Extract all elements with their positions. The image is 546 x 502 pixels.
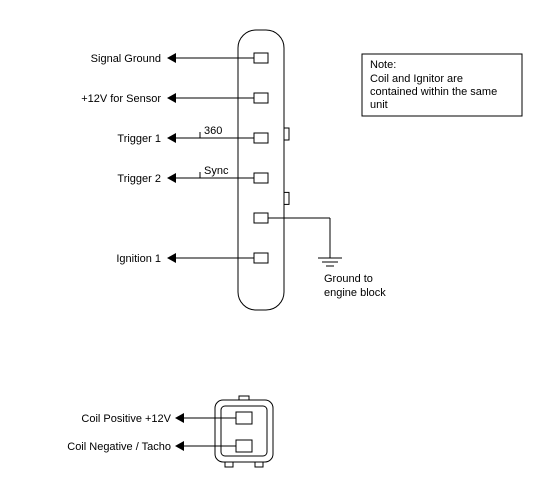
- arrow-head: [167, 173, 176, 183]
- pin-label-5: Ignition 1: [116, 253, 161, 265]
- main-pin-0: [254, 53, 268, 63]
- connector-small-outer: [215, 400, 273, 462]
- connector-small-tab-1: [225, 462, 233, 467]
- arrow-head: [167, 253, 176, 263]
- small-pin-0: [236, 412, 252, 424]
- connector-small-key: [239, 396, 249, 400]
- note-line2: contained within the same: [370, 86, 497, 98]
- pin-label-1: +12V for Sensor: [81, 93, 161, 105]
- main-pin-5: [254, 253, 268, 263]
- mid-label-2: 360: [204, 125, 222, 137]
- main-pin-3: [254, 173, 268, 183]
- pin-label-3: Trigger 2: [117, 173, 161, 185]
- connector-small-tab-2: [255, 462, 263, 467]
- note-line3: unit: [370, 99, 388, 111]
- arrow-head: [167, 93, 176, 103]
- arrow-head: [167, 53, 176, 63]
- note-line1: Coil and Ignitor are: [370, 73, 463, 85]
- mid-label-3: Sync: [204, 165, 229, 177]
- ground-label-2: engine block: [324, 287, 386, 299]
- note-title: Note:: [370, 59, 396, 71]
- connector-small-inner: [221, 406, 267, 456]
- small-pin-1: [236, 440, 252, 452]
- connector-main-notch-0: [284, 128, 289, 140]
- connector-main-body: [238, 30, 284, 310]
- small-pin-label-1: Coil Negative / Tacho: [67, 441, 171, 453]
- arrow-head: [175, 441, 184, 451]
- main-pin-1: [254, 93, 268, 103]
- pin-label-0: Signal Ground: [91, 53, 161, 65]
- arrow-head: [167, 133, 176, 143]
- pin-label-2: Trigger 1: [117, 133, 161, 145]
- ground-label-1: Ground to: [324, 273, 373, 285]
- arrow-head: [175, 413, 184, 423]
- small-pin-label-0: Coil Positive +12V: [81, 413, 171, 425]
- connector-main-notch-1: [284, 192, 289, 204]
- main-pin-2: [254, 133, 268, 143]
- main-pin-4: [254, 213, 268, 223]
